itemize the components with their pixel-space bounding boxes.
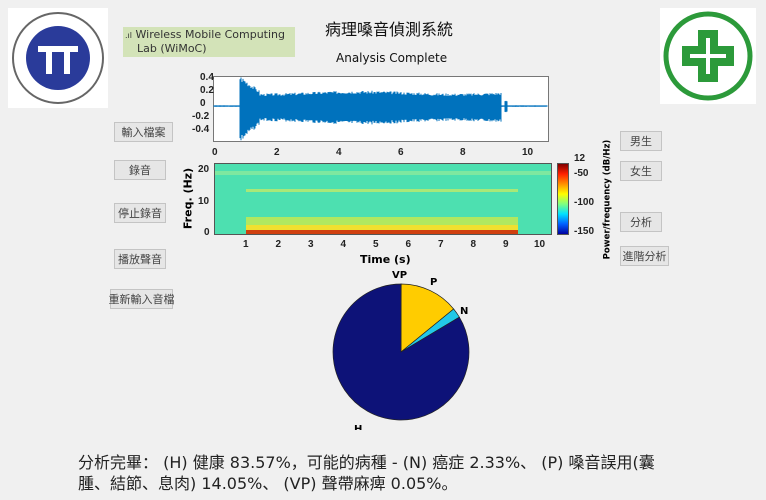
waveform-xtick: 4 (336, 147, 342, 158)
spectrogram-xtick: 2 (275, 239, 282, 250)
pie-label: P (430, 277, 437, 288)
waveform-xtick: 2 (274, 147, 280, 158)
spectrogram-xtick: 6 (405, 239, 412, 250)
waveform-xtick: 8 (460, 147, 466, 158)
spectrogram-ylabel: Freq. (Hz) (181, 167, 195, 230)
input-file-button[interactable]: 輸入檔案 (114, 122, 173, 142)
colorbar (557, 163, 569, 235)
pie-slice-h (332, 283, 470, 421)
record-button[interactable]: 錄音 (114, 160, 166, 180)
spectrogram-band (246, 230, 518, 234)
colorbar-tick: -50 (574, 168, 589, 179)
waveform-signal (213, 77, 548, 141)
result-text: 分析完畢： (H) 健康 83.57%，可能的病種 - (N) 癌症 2.33%… (78, 453, 655, 493)
spectrogram-xtick: 9 (503, 239, 509, 250)
colorbar-tick: -150 (574, 226, 595, 237)
spectrogram-plot (214, 163, 552, 235)
university-logo (8, 8, 108, 108)
waveform-xtick: 10 (522, 147, 534, 158)
analyze-button[interactable]: 分析 (620, 212, 662, 232)
pie-label: VP (392, 270, 407, 281)
spectrogram-xtick: 4 (340, 239, 347, 250)
reinput-audio-button[interactable]: 重新輸入音檔 (109, 289, 175, 309)
spectrogram-xtick: 10 (534, 239, 546, 250)
spectrogram-band (214, 171, 552, 175)
advanced-analysis-button[interactable]: 進階分析 (620, 246, 669, 266)
lab-badge: .ıl Wireless Mobile Computing Lab (WiMoC) (123, 27, 295, 57)
waveform-ytick: 0.4 (200, 72, 214, 83)
spectrogram-frame (214, 163, 552, 235)
spectrogram-xtick: 7 (438, 239, 444, 250)
spectrogram-ytick: 10 (198, 196, 210, 207)
spectrogram-xtick: 1 (243, 239, 249, 250)
green-cross-logo (660, 8, 756, 104)
waveform-plot (213, 76, 549, 142)
waveform-ytick: 0 (200, 98, 206, 109)
page-title: 病理嗓音偵測系統 (325, 20, 454, 39)
spectrogram-band (246, 225, 518, 231)
pie-label: H (354, 424, 362, 430)
waveform-xtick: 6 (398, 147, 404, 158)
pie-chart: VP P N H (332, 270, 470, 430)
waveform-ytick: 0.2 (200, 85, 214, 96)
female-button[interactable]: 女生 (620, 161, 662, 181)
pie-slice-p (400, 283, 455, 353)
pie-label: N (460, 306, 468, 317)
spectrogram-xtick: 3 (308, 239, 314, 250)
signal-bars-icon: .ıl (125, 31, 132, 40)
waveform-xtick: 0 (212, 147, 218, 158)
spectrogram-ytick: 0 (204, 227, 210, 238)
spectrogram-xtick: 8 (470, 239, 477, 250)
spectrogram-band (246, 189, 518, 192)
colorbar-tick: 12 (574, 153, 586, 164)
play-sound-button[interactable]: 播放聲音 (114, 249, 166, 269)
male-button[interactable]: 男生 (620, 131, 662, 151)
waveform-ytick: -0.4 (192, 124, 210, 135)
stop-record-button[interactable]: 停止錄音 (114, 203, 166, 223)
colorbar-tick: -100 (574, 197, 595, 208)
colorbar-label: Power/frequency (dB/Hz) (602, 139, 613, 260)
spectrogram-xlabel: Time (s) (360, 253, 411, 266)
status-text: Analysis Complete (336, 51, 448, 65)
spectrogram-xtick: 5 (373, 239, 379, 250)
waveform-ytick: -0.2 (192, 111, 210, 122)
spectrogram-ytick: 20 (198, 164, 210, 175)
